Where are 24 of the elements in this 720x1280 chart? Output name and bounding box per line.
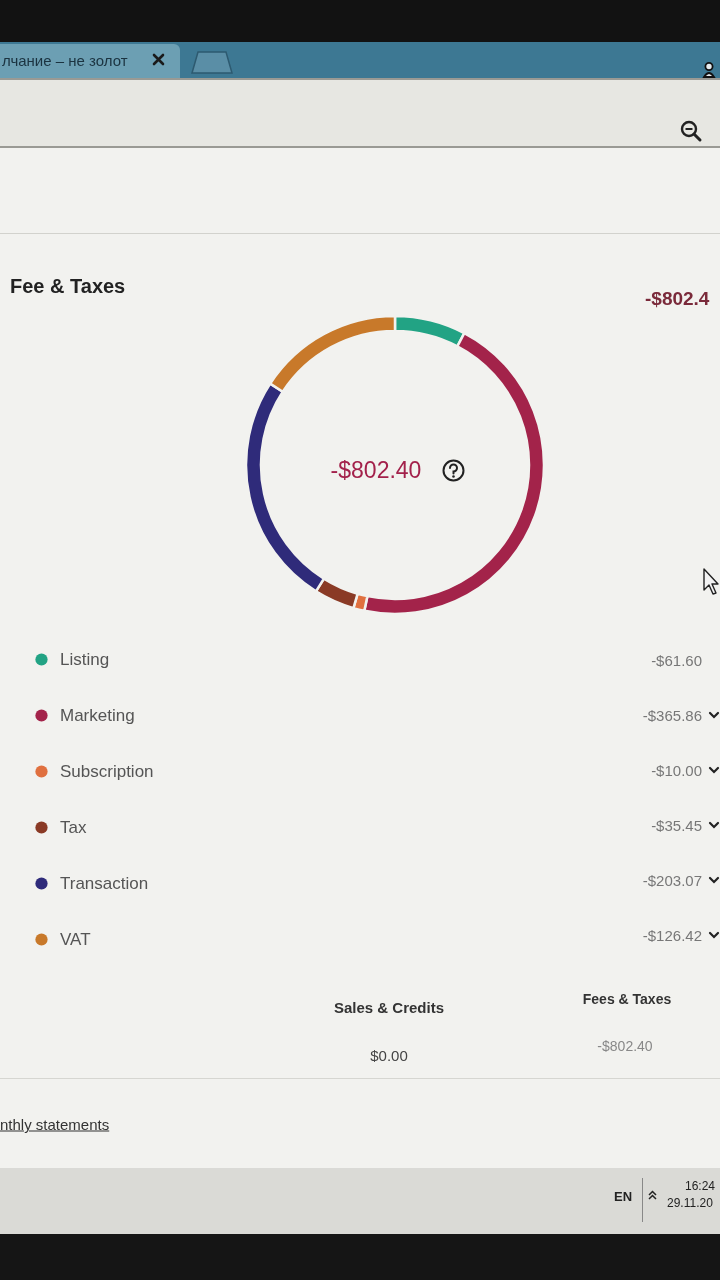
legend-label: VAT — [60, 929, 91, 949]
text: $0.00 — [370, 1046, 408, 1064]
chart-title: Fee & Taxes — [10, 275, 126, 297]
text: -$203.07 — [642, 871, 702, 889]
text: -$802.40 — [597, 1038, 653, 1054]
text: -$802.4 — [645, 287, 710, 309]
text: 16:24 — [684, 1179, 716, 1193]
text: 29.11.20 — [667, 1196, 713, 1210]
text: Sales & Credits — [333, 998, 445, 1016]
text: -$10.00 — [651, 761, 702, 779]
text: EN — [613, 1188, 633, 1204]
legend-label: Listing — [60, 649, 110, 669]
text: -$802.40 — [330, 456, 422, 483]
text: -$365.86 — [642, 706, 702, 724]
text: Fees & Taxes — [582, 991, 672, 1007]
legend-label: Tax — [60, 817, 87, 837]
text: -$126.42 — [642, 926, 702, 944]
text: лчание – не золот — [2, 51, 128, 69]
text: -$61.60 — [651, 651, 702, 669]
text: -$35.45 — [651, 816, 702, 834]
legend-label: Transaction — [60, 873, 149, 893]
legend-label: Marketing — [60, 705, 135, 725]
legend-label: Subscription — [60, 761, 154, 781]
text: nthly statements — [0, 1115, 110, 1133]
